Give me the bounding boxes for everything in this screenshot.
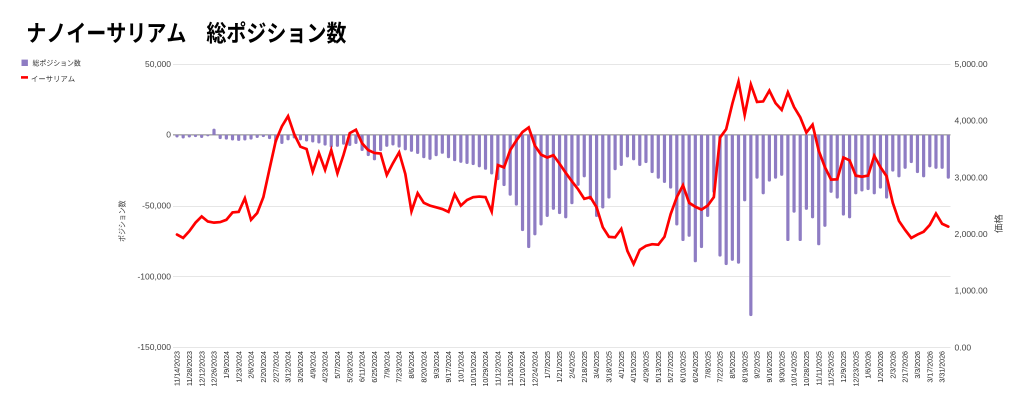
svg-text:8/19/2025: 8/19/2025 bbox=[741, 351, 749, 383]
svg-text:5/13/2025: 5/13/2025 bbox=[655, 351, 663, 383]
svg-text:11/12/2024: 11/12/2024 bbox=[494, 351, 502, 386]
svg-text:5/7/2024: 5/7/2024 bbox=[334, 351, 342, 379]
svg-text:1/20/2026: 1/20/2026 bbox=[877, 351, 885, 383]
svg-text:5/27/2025: 5/27/2025 bbox=[667, 351, 675, 383]
svg-text:3/17/2026: 3/17/2026 bbox=[926, 351, 934, 383]
svg-text:9/30/2025: 9/30/2025 bbox=[778, 351, 786, 383]
svg-text:3/26/2024: 3/26/2024 bbox=[297, 351, 305, 383]
svg-text:2/4/2025: 2/4/2025 bbox=[569, 351, 577, 379]
svg-text:1/6/2026: 1/6/2026 bbox=[865, 351, 873, 379]
svg-text:11/11/2025: 11/11/2025 bbox=[815, 351, 823, 386]
svg-text:11/25/2025: 11/25/2025 bbox=[828, 351, 836, 386]
svg-text:2/17/2026: 2/17/2026 bbox=[902, 351, 910, 383]
svg-text:2,000.00: 2,000.00 bbox=[955, 229, 988, 239]
svg-text:1/7/2025: 1/7/2025 bbox=[544, 351, 552, 379]
svg-text:4/15/2025: 4/15/2025 bbox=[630, 351, 638, 383]
svg-text:12/10/2024: 12/10/2024 bbox=[519, 351, 527, 387]
svg-text:10/15/2024: 10/15/2024 bbox=[470, 351, 478, 387]
svg-text:9/17/2024: 9/17/2024 bbox=[445, 351, 453, 383]
svg-text:2/6/2024: 2/6/2024 bbox=[248, 351, 256, 379]
svg-text:10/28/2025: 10/28/2025 bbox=[803, 351, 811, 387]
svg-text:4/1/2025: 4/1/2025 bbox=[618, 351, 626, 379]
svg-text:12/12/2023: 12/12/2023 bbox=[198, 351, 206, 387]
svg-text:3/18/2025: 3/18/2025 bbox=[606, 351, 614, 383]
svg-text:6/10/2025: 6/10/2025 bbox=[680, 351, 688, 383]
svg-text:1,000.00: 1,000.00 bbox=[955, 286, 988, 296]
svg-text:50,000: 50,000 bbox=[145, 59, 171, 69]
svg-text:10/29/2024: 10/29/2024 bbox=[482, 351, 490, 387]
svg-text:2/3/2026: 2/3/2026 bbox=[889, 351, 897, 379]
svg-text:1/9/2024: 1/9/2024 bbox=[223, 351, 231, 379]
svg-text:0: 0 bbox=[166, 130, 171, 140]
svg-text:11/26/2024: 11/26/2024 bbox=[507, 351, 515, 386]
svg-text:6/24/2025: 6/24/2025 bbox=[692, 351, 700, 383]
svg-text:1/21/2025: 1/21/2025 bbox=[556, 351, 564, 383]
svg-text:-100,000: -100,000 bbox=[137, 271, 171, 281]
svg-text:1/23/2024: 1/23/2024 bbox=[235, 351, 243, 383]
svg-text:10/1/2024: 10/1/2024 bbox=[457, 351, 465, 383]
svg-text:-150,000: -150,000 bbox=[137, 342, 171, 352]
svg-text:10/14/2025: 10/14/2025 bbox=[791, 351, 799, 387]
svg-text:3/31/2026: 3/31/2026 bbox=[939, 351, 947, 383]
svg-text:4/9/2024: 4/9/2024 bbox=[309, 351, 317, 379]
svg-text:12/26/2023: 12/26/2023 bbox=[211, 351, 219, 387]
svg-text:11/14/2023: 11/14/2023 bbox=[174, 351, 182, 386]
svg-text:9/3/2024: 9/3/2024 bbox=[433, 351, 441, 379]
svg-text:4,000.00: 4,000.00 bbox=[955, 116, 988, 126]
svg-text:5,000.00: 5,000.00 bbox=[955, 59, 988, 69]
svg-text:2/27/2024: 2/27/2024 bbox=[272, 351, 280, 383]
svg-text:11/28/2023: 11/28/2023 bbox=[186, 351, 194, 386]
svg-text:7/9/2024: 7/9/2024 bbox=[383, 351, 391, 379]
svg-text:2/20/2024: 2/20/2024 bbox=[260, 351, 268, 383]
svg-text:8/6/2024: 8/6/2024 bbox=[408, 351, 416, 379]
svg-text:12/24/2024: 12/24/2024 bbox=[531, 351, 539, 387]
svg-text:5/28/2024: 5/28/2024 bbox=[346, 351, 354, 383]
svg-text:6/11/2024: 6/11/2024 bbox=[359, 351, 367, 382]
svg-text:6/25/2024: 6/25/2024 bbox=[371, 351, 379, 383]
svg-text:4/23/2024: 4/23/2024 bbox=[322, 351, 330, 383]
svg-text:2/18/2025: 2/18/2025 bbox=[581, 351, 589, 383]
svg-text:3,000.00: 3,000.00 bbox=[955, 172, 988, 182]
svg-text:9/16/2025: 9/16/2025 bbox=[766, 351, 774, 383]
svg-text:8/5/2025: 8/5/2025 bbox=[729, 351, 737, 379]
svg-text:4/29/2025: 4/29/2025 bbox=[643, 351, 651, 383]
svg-text:3/4/2025: 3/4/2025 bbox=[593, 351, 601, 379]
svg-text:9/2/2025: 9/2/2025 bbox=[754, 351, 762, 379]
svg-text:7/23/2024: 7/23/2024 bbox=[396, 351, 404, 383]
svg-text:3/12/2024: 3/12/2024 bbox=[285, 351, 293, 383]
svg-text:7/8/2025: 7/8/2025 bbox=[704, 351, 712, 379]
svg-text:12/9/2025: 12/9/2025 bbox=[840, 351, 848, 383]
svg-text:8/20/2024: 8/20/2024 bbox=[420, 351, 428, 383]
svg-text:3/3/2026: 3/3/2026 bbox=[914, 351, 922, 379]
svg-text:0.00: 0.00 bbox=[955, 342, 972, 352]
svg-text:12/23/2025: 12/23/2025 bbox=[852, 351, 860, 387]
svg-text:7/22/2025: 7/22/2025 bbox=[717, 351, 725, 383]
svg-text:-50,000: -50,000 bbox=[142, 201, 171, 211]
